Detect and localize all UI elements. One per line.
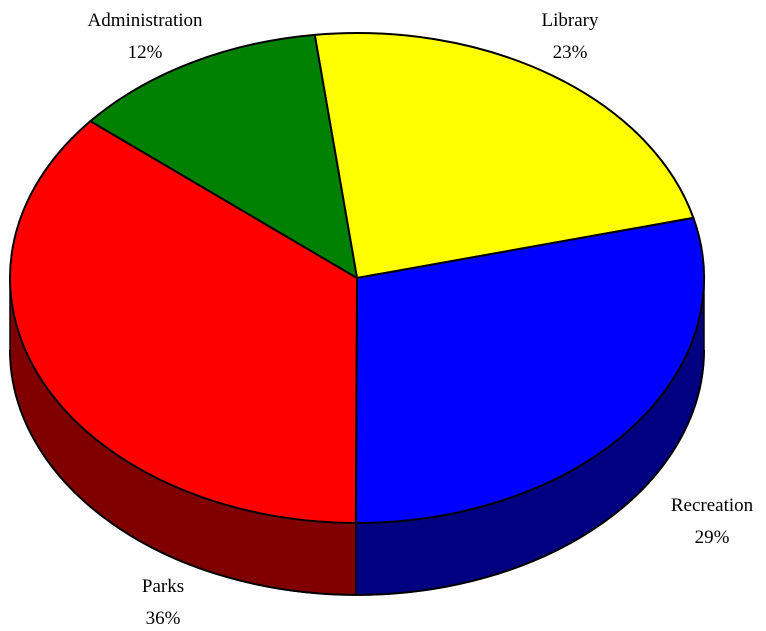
pie-slice-recreation [354, 216, 705, 525]
pie-slice-library [313, 32, 695, 279]
pie-slice-parks [9, 120, 358, 524]
slice-percent-library: 23% [553, 42, 588, 63]
slice-percent-recreation: 29% [695, 527, 730, 548]
slice-label-recreation: Recreation [671, 495, 754, 516]
pie-slices [9, 32, 705, 525]
pie-slice-administration [89, 33, 358, 279]
pie-labels: Library 23% Recreation 29% Parks 36% Administr… [87, 10, 753, 629]
slice-label-parks: Parks [142, 576, 184, 597]
slice-label-administration: Administration [87, 10, 203, 31]
pie-bottom-rim [9, 349, 705, 596]
slice-percent-administration: 12% [128, 42, 163, 63]
slice-label-library: Library [542, 10, 599, 31]
slice-percent-parks: 36% [146, 608, 181, 629]
